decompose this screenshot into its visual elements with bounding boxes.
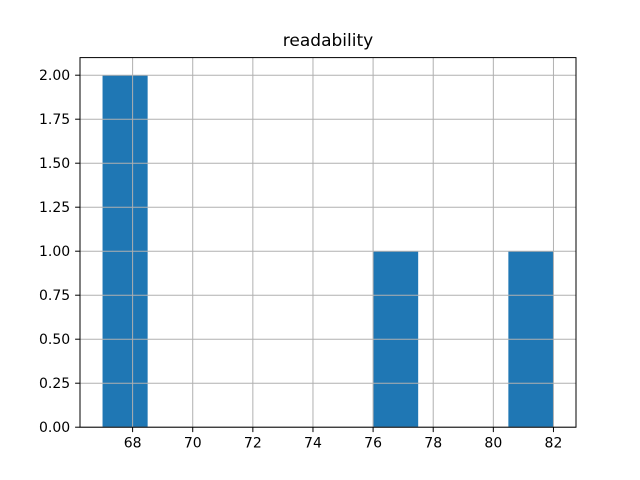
- y-tick-label: 1.75: [39, 112, 70, 128]
- x-tick-label: 80: [484, 436, 502, 452]
- chart-title: readability: [282, 31, 374, 51]
- y-tick-label: 1.50: [39, 156, 70, 172]
- y-tick-label: 0.25: [39, 376, 70, 392]
- plot-frame: [79, 57, 577, 428]
- x-tick-label: 76: [364, 436, 382, 452]
- y-tick-label: 0.75: [39, 288, 70, 304]
- y-tick-label: 2.00: [39, 68, 70, 84]
- y-tick-label: 0.00: [39, 420, 70, 436]
- y-tick-label: 0.50: [39, 332, 70, 348]
- y-tick-label: 1.25: [39, 200, 70, 216]
- x-tick-label: 68: [124, 436, 142, 452]
- y-tick-label: 1.00: [39, 244, 70, 260]
- x-tick-label: 78: [424, 436, 442, 452]
- x-tick-label: 74: [304, 436, 322, 452]
- x-tick-label: 70: [184, 436, 202, 452]
- x-tick-label: 82: [545, 436, 563, 452]
- x-tick-label: 72: [244, 436, 262, 452]
